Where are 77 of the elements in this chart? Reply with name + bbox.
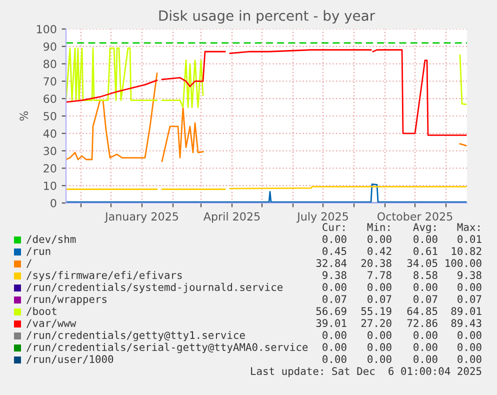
legend-label: /run [26, 247, 50, 256]
y-tick-label: 80 [44, 60, 56, 68]
text: 0.07 [458, 295, 482, 304]
text: 0.00 [458, 331, 482, 340]
chart-title: Disk usage in percent - by year [159, 10, 376, 24]
x-tick-label: July 2025 [296, 212, 348, 223]
y-tick-label: 90 [44, 42, 56, 51]
x-tick-label: April 2025 [203, 212, 260, 223]
text: 0.07 [368, 295, 392, 304]
text: 34.05 [407, 259, 438, 268]
y-tick-label: 40 [43, 129, 56, 138]
text: 56.69 [316, 307, 346, 316]
text: 0.00 [368, 343, 392, 352]
text: Min: [367, 222, 390, 231]
text: 0.00 [414, 235, 438, 244]
text: 0.61 [414, 247, 438, 256]
text: 9.38 [458, 271, 482, 280]
legend-label: /run/user/1000 [26, 355, 114, 364]
text: 0.00 [458, 283, 482, 292]
text: 0.00 [414, 283, 438, 292]
legend-label: /sys/firmware/efi/efivars [26, 270, 182, 282]
text: 8.58 [414, 271, 438, 280]
legend-label: /run/credentials/systemd-journald.service [26, 282, 283, 294]
text: 0.42 [368, 247, 392, 256]
text: 0.00 [368, 331, 392, 340]
text: 0.00 [368, 283, 392, 292]
text: 0.00 [322, 283, 346, 292]
text: 0.00 [458, 355, 482, 364]
y-tick-label: 50 [44, 112, 56, 120]
text: 0.00 [414, 331, 438, 340]
y-tick-label: 100 [36, 24, 56, 34]
text: 9.38 [322, 271, 346, 280]
text: Avg: [413, 223, 436, 234]
text: 0.00 [322, 235, 346, 244]
text: 100.00 [446, 259, 482, 268]
text: 32.84 [316, 259, 347, 268]
legend-label: /run/wrappers [26, 295, 106, 306]
text: 64.85 [407, 307, 438, 316]
x-tick-label: January 2025 [104, 212, 178, 223]
legend-label: /run/credentials/serial-getty@ttyAMA0.service [26, 342, 308, 354]
legend-label: /var/www [26, 319, 76, 328]
y-tick-label: 20 [44, 164, 56, 173]
text: 89.01 [451, 307, 482, 316]
x-tick-label: October 2025 [377, 212, 452, 221]
y-tick-label: 30 [44, 146, 56, 156]
text: 72.86 [407, 319, 438, 328]
text: 0.00 [414, 343, 438, 352]
text: 20.38 [361, 259, 392, 268]
y-tick-label: 60 [44, 94, 56, 103]
text: 0.00 [322, 355, 346, 364]
text: 0.07 [322, 295, 346, 304]
legend-label: /dev/shm [26, 234, 76, 244]
text: 55.19 [361, 307, 392, 316]
text: 0.07 [414, 295, 438, 304]
legend-label: / [26, 259, 32, 268]
y-axis-title: % [20, 111, 28, 121]
legend-label: /run/credentials/getty@tty1.service [26, 330, 245, 342]
y-tick-label: 10 [44, 182, 56, 190]
text: 39.01 [316, 319, 346, 328]
text: 0.00 [368, 235, 392, 244]
legend-label: /boot [26, 306, 56, 316]
text: 0.00 [322, 343, 346, 352]
text: 0.01 [458, 235, 482, 244]
text: 0.00 [414, 355, 438, 364]
text: 0.45 [322, 247, 346, 256]
text: Max: [457, 223, 480, 232]
text: Cur: [322, 223, 344, 232]
text: 0.00 [368, 355, 392, 364]
text: Last update: Sat Dec 6 01:00:04 2025 [251, 366, 482, 378]
text: 7.78 [368, 271, 392, 280]
text: 89.43 [451, 319, 482, 328]
text: 0.00 [458, 343, 482, 352]
text: 10.82 [452, 247, 482, 256]
y-tick-label: 70 [44, 77, 56, 86]
y-tick-label: 0 [50, 198, 56, 208]
text: 0.00 [322, 331, 346, 340]
text: 27.20 [361, 319, 392, 328]
